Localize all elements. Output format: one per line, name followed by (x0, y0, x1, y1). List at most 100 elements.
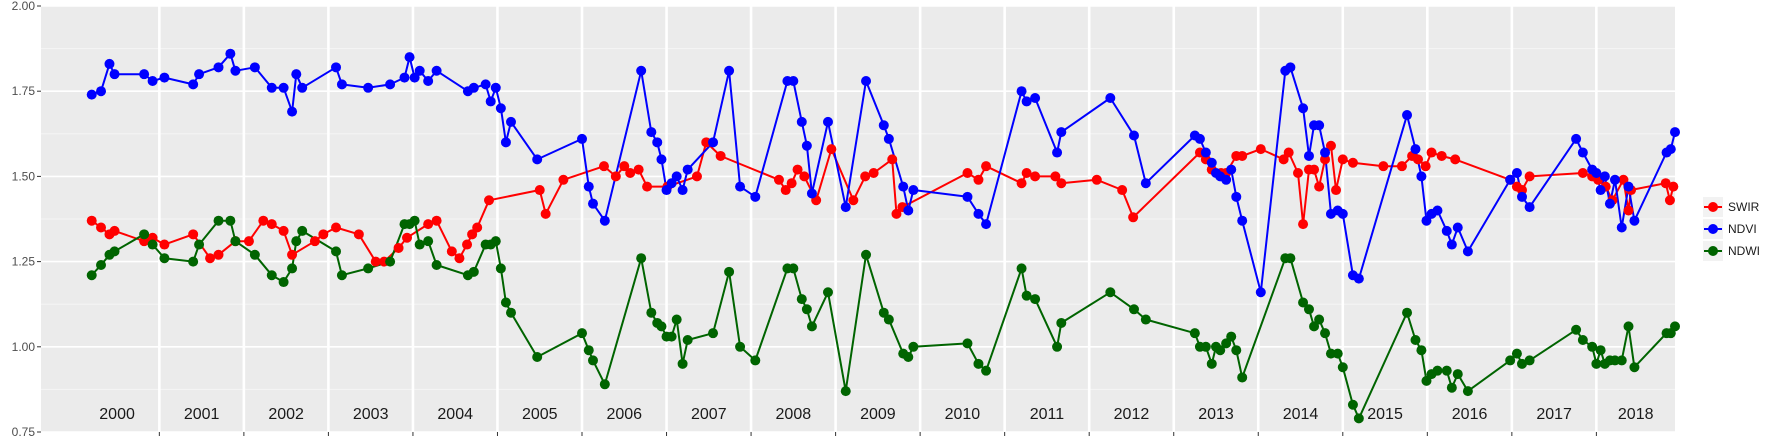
data-point-ndvi (587, 198, 598, 209)
data-point-ndvi (677, 185, 688, 196)
data-point-ndvi (468, 82, 479, 93)
data-point-ndwi (1446, 382, 1457, 393)
data-point-swir (887, 154, 898, 165)
data-point-swir (1524, 171, 1535, 182)
data-point-swir (868, 167, 879, 178)
data-point-ndvi (1452, 222, 1463, 233)
data-point-swir (353, 229, 364, 240)
data-point-swir (1050, 171, 1061, 182)
data-point-ndvi (495, 103, 506, 114)
data-point-swir (691, 171, 702, 182)
data-point-ndwi (903, 352, 914, 363)
data-point-ndvi (1516, 191, 1527, 202)
data-point-ndvi (1298, 103, 1309, 114)
data-point-ndvi (249, 62, 260, 73)
data-point-ndwi (724, 266, 735, 277)
data-point-swir (86, 215, 97, 226)
data-point-swir (1426, 147, 1437, 158)
data-point-swir (446, 246, 457, 257)
data-point-ndvi (188, 79, 199, 90)
data-point-ndvi (636, 65, 647, 76)
data-point-ndvi (490, 82, 501, 93)
data-point-ndwi (1128, 304, 1139, 315)
data-point-ndwi (336, 270, 347, 281)
data-point-ndvi (898, 181, 909, 192)
data-point-ndwi (682, 334, 693, 345)
data-point-ndwi (1629, 362, 1640, 373)
data-point-ndwi (147, 239, 158, 250)
data-point-swir (848, 195, 859, 206)
data-point-ndvi (1320, 147, 1331, 158)
data-point-ndwi (1140, 314, 1151, 325)
data-point-ndwi (1105, 287, 1116, 298)
data-point-ndwi (532, 352, 543, 363)
data-point-swir (973, 174, 984, 185)
data-point-ndvi (278, 82, 289, 93)
year-label: 2007 (691, 406, 727, 423)
data-point-ndvi (1616, 222, 1627, 233)
data-point-ndvi (1462, 246, 1473, 257)
data-point-ndwi (1516, 358, 1527, 369)
year-labels: 2000 2001 2002 2003 2004 2005 2006 2007 2008 2009… (99, 406, 1653, 423)
data-point-ndwi (1320, 328, 1331, 339)
data-point-ndvi (480, 79, 491, 90)
data-point-ndvi (1052, 147, 1063, 158)
data-point-ndvi (878, 120, 889, 131)
data-point-ndwi (973, 358, 984, 369)
data-point-ndvi (109, 69, 120, 80)
data-point-ndvi (796, 116, 807, 127)
data-point-swir (1237, 150, 1248, 161)
data-point-ndwi (1462, 386, 1473, 397)
data-point-ndvi (1128, 130, 1139, 141)
data-point-swir (786, 178, 797, 189)
data-point-ndvi (1353, 273, 1364, 284)
data-point-ndwi (1505, 355, 1516, 366)
data-point-swir (860, 171, 871, 182)
data-point-ndvi (666, 178, 677, 189)
data-point-swir (462, 239, 473, 250)
data-point-ndvi (671, 171, 682, 182)
data-point-ndvi (735, 181, 746, 192)
data-point-ndvi (1303, 150, 1314, 161)
data-point-ndvi (1571, 133, 1582, 144)
data-point-ndvi (431, 65, 442, 76)
data-point-ndwi (331, 246, 342, 257)
data-point-ndwi (1200, 341, 1211, 352)
data-point-swir (1420, 161, 1431, 172)
data-point-ndwi (1189, 328, 1200, 339)
data-point-ndwi (1616, 355, 1627, 366)
data-point-ndvi (981, 219, 992, 230)
data-point-swir (1283, 147, 1294, 158)
data-point-ndvi (385, 79, 396, 90)
data-point-ndwi (1421, 375, 1432, 386)
data-point-swir (423, 219, 434, 230)
y-tick-label: 1.00 (12, 340, 36, 354)
data-point-ndwi (671, 314, 682, 325)
data-point-ndwi (1030, 294, 1041, 305)
data-point-ndvi (500, 137, 511, 148)
data-point-ndwi (505, 307, 516, 318)
data-point-swir (213, 249, 224, 260)
data-point-ndvi (806, 188, 817, 199)
data-point-ndvi (1140, 178, 1151, 189)
data-point-ndwi (1303, 304, 1314, 315)
data-point-swir (540, 208, 551, 219)
data-point-ndwi (500, 297, 511, 308)
y-tick-label: 1.75 (12, 84, 36, 98)
data-point-ndwi (431, 260, 442, 271)
data-point-ndwi (1226, 331, 1237, 342)
data-point-swir (1347, 157, 1358, 168)
data-point-ndwi (1231, 345, 1242, 356)
data-point-ndvi (1604, 198, 1615, 209)
data-point-ndwi (1221, 338, 1232, 349)
data-point-ndwi (962, 338, 973, 349)
data-point-ndwi (796, 294, 807, 305)
data-point-ndvi (577, 133, 588, 144)
y-axis: 0.75 1.00 1.25 1.50 1.75 2.00 (12, 0, 41, 439)
data-point-ndvi (1629, 215, 1640, 226)
data-point-ndwi (735, 341, 746, 352)
data-point-ndwi (861, 249, 872, 260)
data-point-swir (467, 229, 478, 240)
data-point-swir (266, 219, 277, 230)
y-tick-label: 2.00 (12, 0, 36, 13)
